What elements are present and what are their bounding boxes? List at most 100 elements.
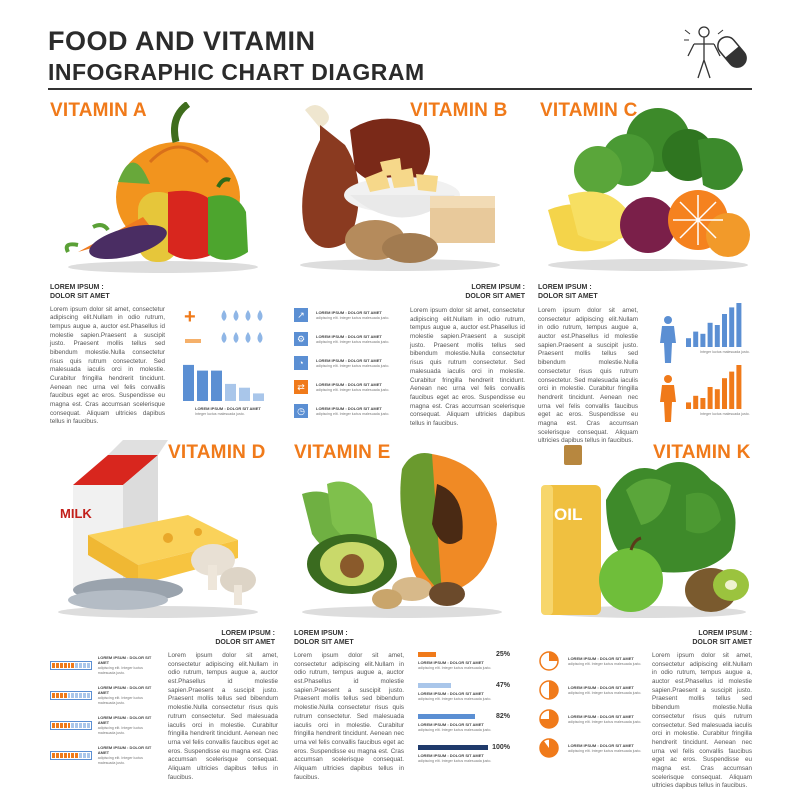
vitamin-b-item-text: LOREM IPSUM : DOLOR SIT AMET adipiscing e… — [316, 333, 390, 344]
vitamin-d-item-text: LOREM IPSUM : DOLOR SIT AMET adipiscing e… — [97, 744, 152, 765]
vitamin-e-bar-row: 25% LOREM IPSUM : DOLOR SIT AMET adipiscin… — [418, 651, 510, 672]
progress-bar — [50, 690, 92, 700]
vitamin-c-bar — [736, 365, 742, 409]
lorem-body-a: Lorem ipsum dolor sit amet, consectetur … — [50, 305, 165, 426]
chart-sub-c1: Integer luctus malesuada justo. — [700, 350, 750, 354]
vitamin-c-bar — [686, 338, 691, 347]
plus-icon: + — [184, 306, 196, 328]
vitamin-a-bar — [239, 387, 250, 401]
lorem-heading-a2: DOLOR SIT AMET — [50, 292, 110, 300]
vitamin-d-progress-row: LOREM IPSUM : DOLOR SIT AMET adipiscing e… — [50, 685, 158, 705]
vitamin-b-list-item: ⚙ LOREM IPSUM : DOLOR SIT AMET adipiscing … — [294, 331, 404, 347]
lorem-body-b: Lorem ipsum dolor sit amet, consectetur … — [410, 307, 525, 427]
pie-chart-icon — [539, 651, 559, 671]
lorem-heading-c1: LOREM IPSUM : — [538, 284, 592, 291]
progress-bar — [50, 720, 92, 730]
vitamin-c-bar — [722, 378, 727, 409]
vitamin-e-bar-row: 82% LOREM IPSUM : DOLOR SIT AMET adipiscin… — [418, 713, 510, 734]
vitamin-b-item-text: LOREM IPSUM : DOLOR SIT AMET adipiscing e… — [316, 309, 390, 320]
lorem-body-k: Lorem ipsum dolor sit amet, consectetur … — [652, 652, 752, 790]
lorem-body-c: Lorem ipsum dolor sit amet, consectetur … — [538, 307, 638, 445]
lorem-heading-e1: LOREM IPSUM : — [294, 630, 348, 637]
lorem-heading-d2: DOLOR SIT AMET — [215, 638, 275, 646]
progress-bar — [50, 660, 92, 670]
vitamin-k-item-text: LOREM IPSUM : DOLOR SIT AMET adipiscing e… — [568, 742, 642, 753]
vitamin-c-bar — [693, 395, 699, 409]
vitamin-e-bar — [418, 745, 488, 750]
title-line-2: INFOGRAPHIC CHART DIAGRAM — [48, 59, 425, 86]
lorem-body-e: Lorem ipsum dolor sit amet, consectetur … — [294, 652, 404, 781]
page-title: FOOD AND VITAMIN INFOGRAPHIC CHART DIAGR… — [48, 26, 425, 85]
vitamin-c-bar — [686, 402, 691, 409]
vitamin-b-list-item: ↗ LOREM IPSUM : DOLOR SIT AMET adipiscing … — [294, 307, 404, 323]
human-body-pill-icon — [684, 26, 747, 79]
vitamin-d-heading: VITAMIN D — [168, 442, 266, 463]
vitamin-c-caption-1: Integer luctus malesuada justo. — [700, 350, 750, 355]
vitamin-c-bar — [707, 387, 713, 409]
vitamin-c-text-head: LOREM IPSUM : DOLOR SIT AMET — [538, 284, 653, 302]
lorem-heading-c2: DOLOR SIT AMET — [538, 292, 598, 300]
lorem-heading-k2: DOLOR SIT AMET — [692, 638, 752, 646]
pie-slice — [540, 710, 558, 728]
vitamin-c-bar — [714, 389, 720, 409]
vitamin-k-item-text: LOREM IPSUM : DOLOR SIT AMET adipiscing e… — [568, 713, 642, 724]
vitamin-e-food-illustration — [302, 453, 502, 618]
percent-label: 25% — [495, 651, 510, 658]
vitamin-a-bar — [225, 383, 236, 401]
vitamin-e-item-text: LOREM IPSUM : DOLOR SIT AMET adipiscing e… — [418, 753, 492, 763]
lorem-heading-b1: LOREM IPSUM : — [471, 284, 525, 291]
vitamin-d-item-text: LOREM IPSUM : DOLOR SIT AMET adipiscing e… — [97, 654, 152, 675]
vitamin-c-bar — [722, 314, 727, 347]
vitamin-d-item-text: LOREM IPSUM : DOLOR SIT AMET adipiscing e… — [97, 714, 152, 735]
pie-chart-icon — [539, 738, 559, 758]
vitamin-c-bar — [736, 303, 742, 347]
vitamin-d-progress-row: LOREM IPSUM : DOLOR SIT AMET adipiscing e… — [50, 714, 158, 735]
vitamin-a-chart-caption: LOREM IPSUM : DOLOR SIT AMET Integer luc… — [195, 406, 275, 416]
vitamin-e-item-text: LOREM IPSUM : DOLOR SIT AMET adipiscing e… — [418, 660, 492, 670]
vitamin-b-item-text: LOREM IPSUM : DOLOR SIT AMET adipiscing e… — [316, 405, 390, 416]
vitamin-b-icon-list: ↗ LOREM IPSUM : DOLOR SIT AMET adipiscing … — [294, 307, 404, 427]
vitamin-k-heading: VITAMIN K — [653, 442, 751, 463]
oil-label: OIL — [554, 505, 582, 524]
vitamin-k-text-head: LOREM IPSUM : DOLOR SIT AMET — [640, 630, 752, 648]
vitamin-k-pie-row: LOREM IPSUM : DOLOR SIT AMET adipiscing e… — [538, 737, 648, 759]
lorem-heading-k1: LOREM IPSUM : — [698, 630, 752, 637]
vitamin-e-bar — [418, 652, 436, 657]
vitamin-b-list-item: ⇄ LOREM IPSUM : DOLOR SIT AMET adipiscing … — [294, 379, 404, 395]
lorem-heading-b2: DOLOR SIT AMET — [465, 292, 525, 300]
vitamin-k-pie-row: LOREM IPSUM : DOLOR SIT AMET adipiscing e… — [538, 708, 648, 730]
vitamin-b-item-text: LOREM IPSUM : DOLOR SIT AMET adipiscing e… — [316, 381, 390, 392]
vitamin-e-bar-row: 100% LOREM IPSUM : DOLOR SIT AMET adipisci… — [418, 744, 510, 765]
minus-icon — [185, 339, 201, 343]
title-line-1: FOOD AND VITAMIN — [48, 26, 316, 56]
vitamin-e-percent-bars: 25% LOREM IPSUM : DOLOR SIT AMET adipiscin… — [418, 651, 510, 776]
vitamin-c-heading: VITAMIN C — [540, 100, 638, 121]
title-divider — [48, 88, 752, 90]
vitamin-k-item-text: LOREM IPSUM : DOLOR SIT AMET adipiscing e… — [568, 655, 642, 666]
vitamin-a-text-block: LOREM IPSUM : DOLOR SIT AMET Lorem ipsum… — [50, 284, 165, 427]
vitamin-a-bar — [197, 370, 208, 401]
vitamin-d-text-head: LOREM IPSUM : DOLOR SIT AMET — [160, 630, 275, 648]
vitamin-c-bar — [700, 333, 706, 347]
lorem-heading-e2: DOLOR SIT AMET — [294, 638, 354, 646]
vitamin-e-item-text: LOREM IPSUM : DOLOR SIT AMET adipiscing e… — [418, 691, 492, 701]
vitamin-c-blue-bar-chart — [686, 303, 742, 347]
vitamin-e-bar — [418, 714, 476, 719]
vitamin-d-progress-row: LOREM IPSUM : DOLOR SIT AMET adipiscing e… — [50, 744, 158, 765]
vitamin-d-progress-row: LOREM IPSUM : DOLOR SIT AMET adipiscing e… — [50, 654, 158, 675]
vitamin-d-progress-list: LOREM IPSUM : DOLOR SIT AMET adipiscing e… — [50, 654, 158, 776]
human-figure-blue-icon — [660, 316, 676, 363]
chart-caption-a: LOREM IPSUM : DOLOR SIT AMET — [195, 406, 261, 411]
vitamin-e-text-head: LOREM IPSUM : DOLOR SIT AMET — [294, 630, 409, 648]
water-drops-icon — [221, 310, 263, 343]
vitamin-c-bar — [714, 325, 720, 347]
vitamin-a-heading: VITAMIN A — [50, 100, 147, 121]
clock-icon: ◷ — [294, 404, 308, 418]
pie-slice — [549, 652, 558, 661]
vitamin-c-bar — [729, 371, 735, 409]
percent-label: 47% — [495, 682, 510, 689]
vitamin-c-caption-2: Integer luctus malesuada justo. — [700, 412, 750, 417]
vitamin-b-heading: VITAMIN B — [410, 100, 508, 121]
vitamin-a-bar — [211, 370, 222, 401]
vitamin-d-food-illustration: MILK — [58, 440, 258, 618]
